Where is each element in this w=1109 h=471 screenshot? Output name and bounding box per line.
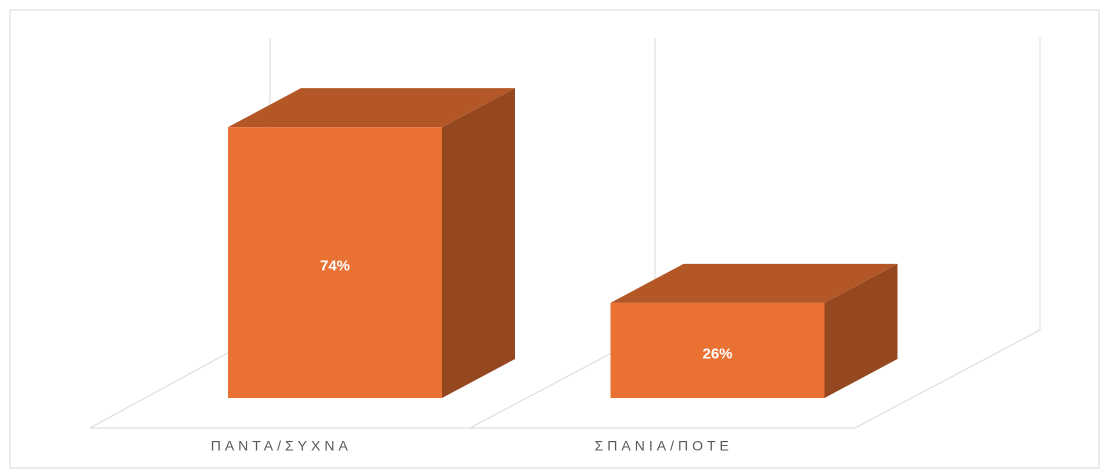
bar: [228, 127, 442, 398]
bar-side: [442, 88, 515, 398]
chart-frame: [9, 9, 1100, 469]
data-label: 26%: [702, 345, 732, 362]
bar: [610, 302, 825, 398]
walls: [89, 38, 1041, 429]
bar-top: [610, 263, 898, 303]
bar-side: [824, 263, 898, 398]
data-label: 74%: [320, 258, 350, 275]
floor-line: [854, 329, 1041, 429]
x-tick-label: ΠΑΝΤΑ/ΣΥΧΝΑ: [211, 438, 352, 454]
bar-top: [228, 88, 515, 128]
x-tick-label: ΣΠΑΝΙΑ/ΠΟΤΕ: [595, 438, 733, 454]
